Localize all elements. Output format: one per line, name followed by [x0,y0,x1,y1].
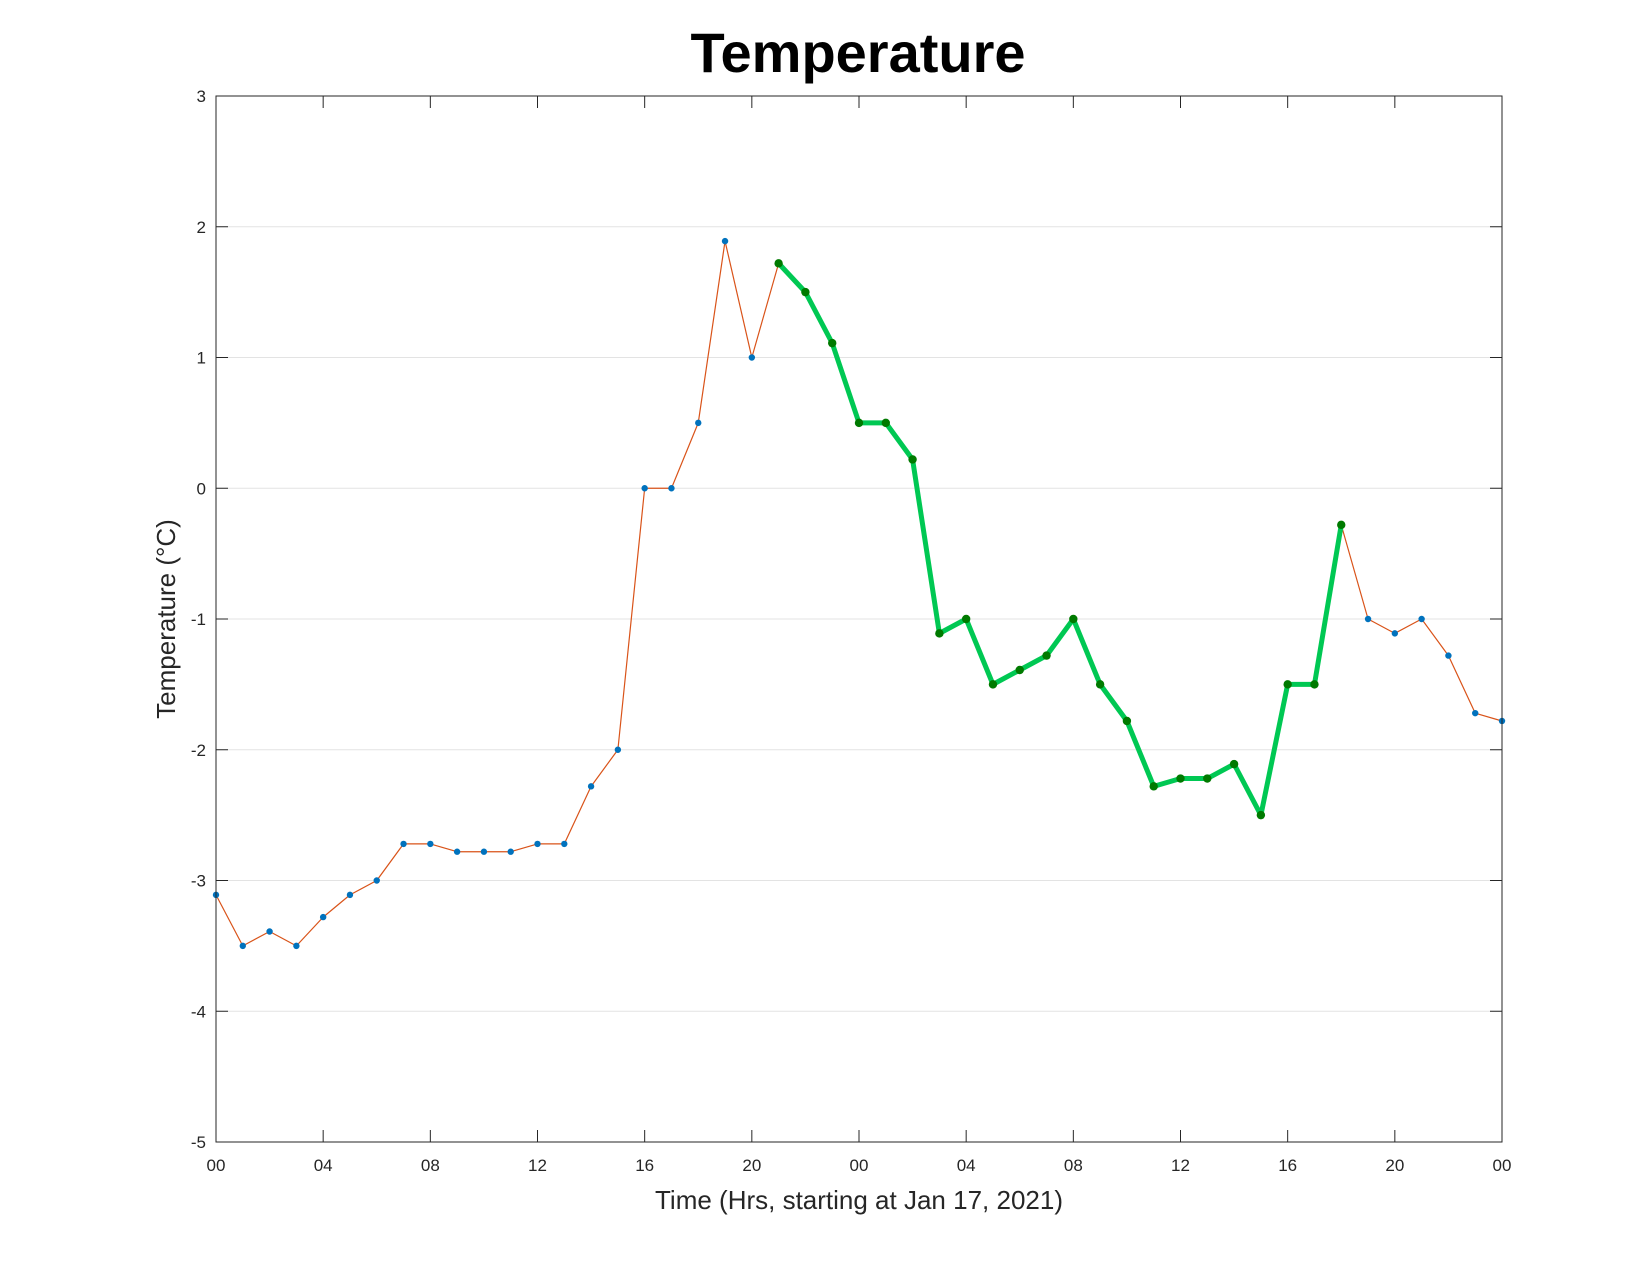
grid-lines [216,226,1502,1012]
x-tick-label: 20 [742,1156,761,1175]
x-tick-labels: 00 04 08 12 16 20 00 04 08 12 16 20 00 [207,1156,1512,1175]
data-point-all-observations [721,237,729,245]
data-point-all-observations [1472,709,1479,717]
data-point-all-observations [293,942,300,950]
data-point-highlighted-segment [1176,774,1185,783]
x-tick-label: 00 [1493,1156,1512,1175]
series-line-all-observations [215,240,1503,947]
data-point-highlighted-segment [1122,716,1132,726]
data-point-highlighted-segment [828,338,837,348]
data-point-highlighted-segment [1149,782,1158,791]
x-tick-label: 00 [207,1156,226,1175]
x-tick-label: 08 [1064,1156,1083,1175]
data-point-highlighted-segment [801,287,810,297]
data-point-highlighted-segment [908,455,917,464]
data-point-all-observations [453,848,461,855]
data-point-all-observations [1418,615,1425,623]
x-tick-label: 04 [314,1156,333,1175]
data-point-highlighted-segment [1310,680,1319,689]
chart-title: Temperature [690,21,1025,84]
ticks [215,95,1503,1143]
data-point-highlighted-segment [1283,680,1292,689]
data-point-all-observations [239,942,246,950]
y-tick-label: 2 [197,218,206,237]
data-point-highlighted-segment [1015,665,1024,675]
data-point-highlighted-segment [1095,680,1105,689]
data-point-all-observations [427,840,434,848]
x-axis-label: Time (Hrs, starting at Jan 17, 2021) [655,1185,1063,1215]
data-point-highlighted-segment [961,614,971,624]
data-point-highlighted-segment [1256,810,1266,820]
data-point-all-observations [561,840,568,848]
data-point-highlighted-segment [881,418,890,428]
data-point-all-observations [346,891,354,899]
data-point-all-observations [748,354,756,361]
data-point-all-observations [614,746,622,753]
y-tick-label: -5 [191,1133,206,1152]
y-tick-label: 0 [197,479,206,498]
y-tick-label: -2 [191,741,206,760]
x-tick-label: 00 [850,1156,869,1175]
y-tick-label: -3 [191,872,206,891]
data-point-highlighted-segment [1229,759,1239,769]
data-point-highlighted-segment [774,259,783,268]
data-point-all-observations [1364,615,1372,623]
y-tick-label: -4 [191,1002,206,1021]
y-tick-labels: -5 -4 -3 -2 -1 0 1 2 3 [191,87,206,1152]
x-tick-label: 12 [528,1156,547,1175]
data-point-all-observations [373,877,380,884]
y-axis-label: Temperature (°C) [151,519,181,719]
x-tick-label: 16 [1278,1156,1297,1175]
data-point-highlighted-segment [988,680,998,689]
data-point-highlighted-segment [1069,614,1078,624]
data-point-all-observations [668,485,675,492]
data-point-highlighted-segment [1337,520,1346,530]
data-point-all-observations [534,840,541,848]
data-point-all-observations [480,848,488,855]
data-point-all-observations [266,928,273,935]
data-point-all-observations [587,783,595,790]
x-tick-label: 08 [421,1156,440,1175]
series-layer [212,237,1506,950]
data-point-all-observations [695,419,702,427]
x-tick-label: 04 [957,1156,976,1175]
x-tick-label: 16 [635,1156,654,1175]
data-point-all-observations [400,840,407,848]
data-point-all-observations [1391,630,1399,637]
data-point-highlighted-segment [854,418,864,428]
y-tick-label: 1 [197,349,206,368]
y-tick-label: 3 [197,87,206,106]
data-point-highlighted-segment [1203,774,1212,783]
series-line-highlighted-segment [776,260,1344,818]
x-tick-label: 20 [1385,1156,1404,1175]
x-tick-label: 12 [1171,1156,1190,1175]
data-point-highlighted-segment [1042,651,1051,660]
data-point-all-observations [319,913,327,921]
data-point-all-observations [1445,652,1452,659]
data-point-all-observations [641,485,648,492]
data-point-highlighted-segment [935,629,944,638]
data-point-all-observations [507,848,514,855]
y-tick-label: -1 [191,610,206,629]
